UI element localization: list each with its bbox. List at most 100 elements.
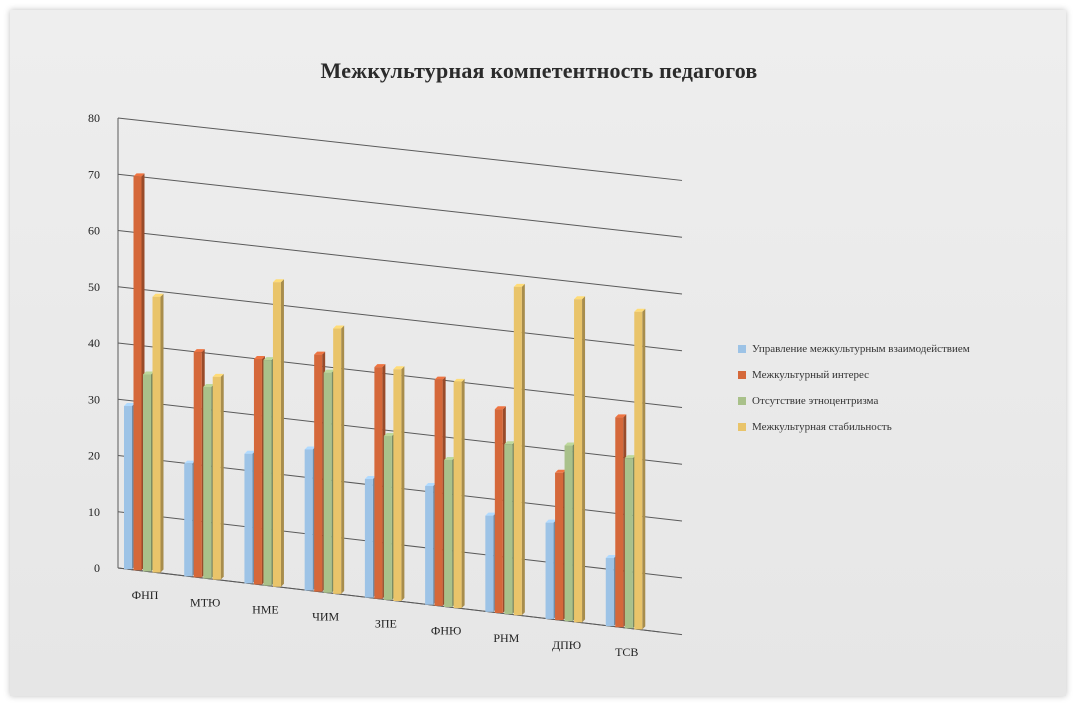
x-tick-label: ЧИМ xyxy=(312,610,339,624)
bar-top xyxy=(263,357,275,361)
bar-side xyxy=(521,283,525,616)
y-tick-label: 20 xyxy=(88,449,100,463)
bar xyxy=(574,299,583,623)
slide-frame xyxy=(10,10,1066,696)
bar-top xyxy=(272,279,284,283)
gridline xyxy=(117,230,683,295)
bar-top xyxy=(624,455,636,459)
bar xyxy=(434,379,443,606)
bar xyxy=(364,479,373,598)
legend-swatch xyxy=(738,345,746,353)
bar-top xyxy=(133,173,145,177)
bar xyxy=(143,374,151,572)
bar xyxy=(374,367,383,599)
bar xyxy=(244,453,253,584)
bar-top xyxy=(615,414,627,418)
bar xyxy=(253,359,262,585)
chart-legend: Управление межкультурным взаимодействием… xyxy=(738,336,970,440)
y-tick-label: 80 xyxy=(88,111,100,125)
bar-top xyxy=(323,369,335,373)
y-tick-label: 60 xyxy=(88,224,100,238)
bar xyxy=(564,445,573,622)
bar xyxy=(393,369,402,601)
x-tick-label: МТЮ xyxy=(190,595,220,609)
bar-top xyxy=(374,364,386,368)
legend-swatch xyxy=(738,397,746,405)
legend-label: Межкультурный интерес xyxy=(752,369,869,381)
legend-item: Межкультурная стабильность xyxy=(738,414,970,440)
bar xyxy=(494,409,503,613)
bar xyxy=(425,486,434,605)
bar-top xyxy=(203,384,215,388)
bar xyxy=(304,449,313,591)
x-tick-label: ДПЮ xyxy=(552,638,581,652)
bar-top xyxy=(494,406,506,410)
bar xyxy=(504,444,513,615)
y-tick-label: 0 xyxy=(94,561,100,575)
legend-swatch xyxy=(738,371,746,379)
bar-side xyxy=(280,279,284,587)
bar-side xyxy=(341,325,345,594)
y-tick-label: 50 xyxy=(88,280,100,294)
bar xyxy=(485,515,494,612)
bar xyxy=(193,352,202,578)
gridline xyxy=(117,286,683,352)
y-tick-label: 30 xyxy=(88,392,100,406)
bar xyxy=(133,176,142,571)
bar-top xyxy=(152,293,164,297)
bar-top xyxy=(304,446,316,450)
bar-top xyxy=(453,378,465,382)
bar-top xyxy=(244,450,256,454)
bar-side xyxy=(642,308,646,630)
bar-top xyxy=(393,366,405,370)
bar-top xyxy=(314,351,326,355)
bar-top xyxy=(124,403,135,407)
bar-top xyxy=(253,356,265,360)
y-tick-label: 40 xyxy=(88,336,100,350)
bar-top xyxy=(574,296,586,300)
bar-side xyxy=(582,296,586,623)
bar xyxy=(203,387,212,579)
legend-label: Управление межкультурным взаимодействием xyxy=(752,343,970,355)
y-tick-label: 10 xyxy=(88,505,100,519)
bar-top xyxy=(193,349,205,353)
x-tick-label: ФНП xyxy=(132,588,159,602)
bar-side xyxy=(220,373,224,580)
bar xyxy=(453,381,462,609)
bar xyxy=(184,463,193,577)
bar-top xyxy=(605,555,617,559)
gridline xyxy=(117,173,683,238)
bar-top xyxy=(555,469,567,473)
bar-top xyxy=(485,512,497,516)
bar xyxy=(124,406,132,570)
bar xyxy=(272,282,281,587)
bar-top xyxy=(383,433,395,437)
x-tick-label: ФНЮ xyxy=(431,624,461,638)
bar xyxy=(634,311,643,630)
bar xyxy=(383,436,392,600)
bar-top xyxy=(184,460,196,464)
bar-top xyxy=(545,519,557,523)
bar xyxy=(605,558,614,627)
bar xyxy=(545,522,554,619)
bar-top xyxy=(364,476,376,480)
x-axis-line xyxy=(117,567,661,633)
bar xyxy=(513,286,522,616)
bar xyxy=(624,458,633,629)
bar xyxy=(323,372,332,593)
bar-top xyxy=(634,308,646,312)
x-tick-label: РНМ xyxy=(493,631,519,645)
bar xyxy=(615,417,624,628)
bar-top xyxy=(504,441,516,445)
bar xyxy=(314,354,323,592)
legend-item: Управление межкультурным взаимодействием xyxy=(738,336,970,362)
gridline xyxy=(117,117,683,181)
bar xyxy=(444,459,453,607)
bar-top xyxy=(564,442,576,446)
chart-title: Межкультурная компетентность педагогов xyxy=(320,58,758,83)
bar xyxy=(333,328,342,594)
legend-item: Межкультурный интерес xyxy=(738,362,970,388)
bar-top xyxy=(513,283,525,287)
x-tick-label: НМЕ xyxy=(252,602,279,616)
